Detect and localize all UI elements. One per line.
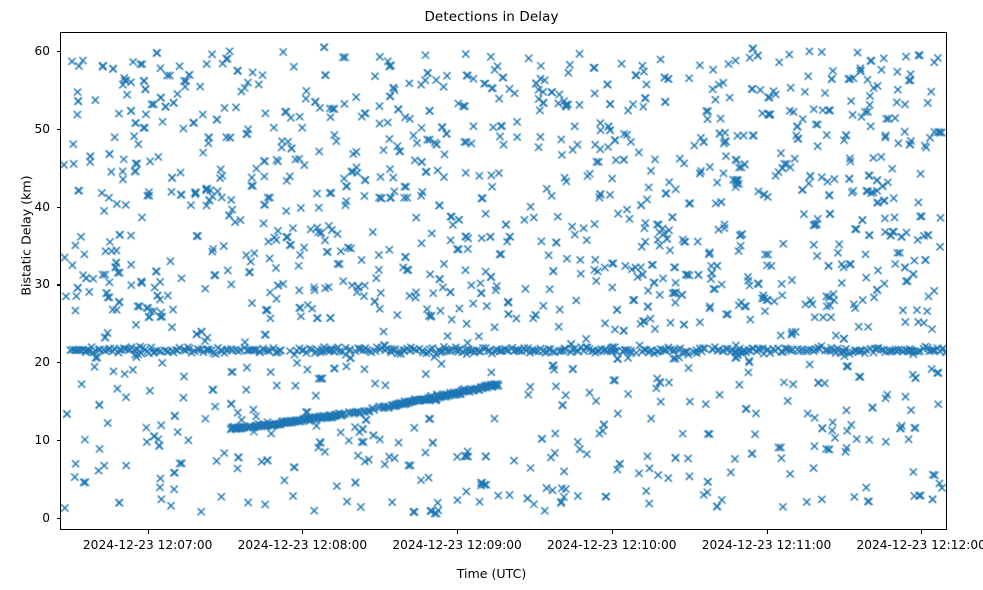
- x-tick-label: 2024-12-23 12:09:00: [392, 538, 522, 552]
- x-tick-label: 2024-12-23 12:12:00: [856, 538, 983, 552]
- x-tick-mark: [921, 530, 923, 534]
- x-tick-label: 2024-12-23 12:11:00: [701, 538, 832, 552]
- y-axis-label: Bistatic Delay (km): [18, 175, 34, 296]
- y-tick-mark: [56, 206, 60, 208]
- y-tick-mark: [56, 51, 60, 53]
- y-tick-label: 40: [34, 199, 50, 214]
- page-title: Detections in Delay: [424, 9, 559, 25]
- y-tick-label: 50: [34, 122, 50, 137]
- x-axis-label: Time (UTC): [456, 566, 527, 581]
- y-tick-label: 20: [34, 355, 50, 370]
- x-tick-label: 2024-12-23 12:08:00: [237, 538, 368, 552]
- plot-area: [60, 32, 947, 530]
- x-axis-tick-marks: [60, 530, 947, 534]
- y-axis-tick-labels: 0 10 20 30 40 50 60: [0, 32, 50, 530]
- x-tick-label: 2024-12-23 12:07:00: [82, 538, 213, 552]
- y-tick-mark: [56, 284, 60, 286]
- y-tick-mark: [56, 362, 60, 364]
- scatter-plot-canvas: [61, 33, 946, 529]
- y-tick-mark: [56, 129, 60, 131]
- x-tick-mark: [766, 530, 768, 534]
- x-axis-tick-labels: 2024-12-23 12:07:00 2024-12-23 12:08:00 20…: [60, 538, 983, 556]
- y-axis-tick-marks: [56, 32, 61, 530]
- y-tick-label: 0: [42, 510, 50, 525]
- y-tick-mark: [56, 517, 60, 519]
- x-tick-mark: [147, 530, 149, 534]
- y-tick-label: 30: [34, 277, 50, 292]
- y-tick-label: 10: [34, 432, 50, 447]
- y-tick-label: 60: [34, 44, 50, 59]
- x-tick-mark: [611, 530, 613, 534]
- x-tick-mark: [302, 530, 304, 534]
- y-tick-mark: [56, 439, 60, 441]
- x-tick-mark: [457, 530, 459, 534]
- x-tick-label: 2024-12-23 12:10:00: [547, 538, 677, 552]
